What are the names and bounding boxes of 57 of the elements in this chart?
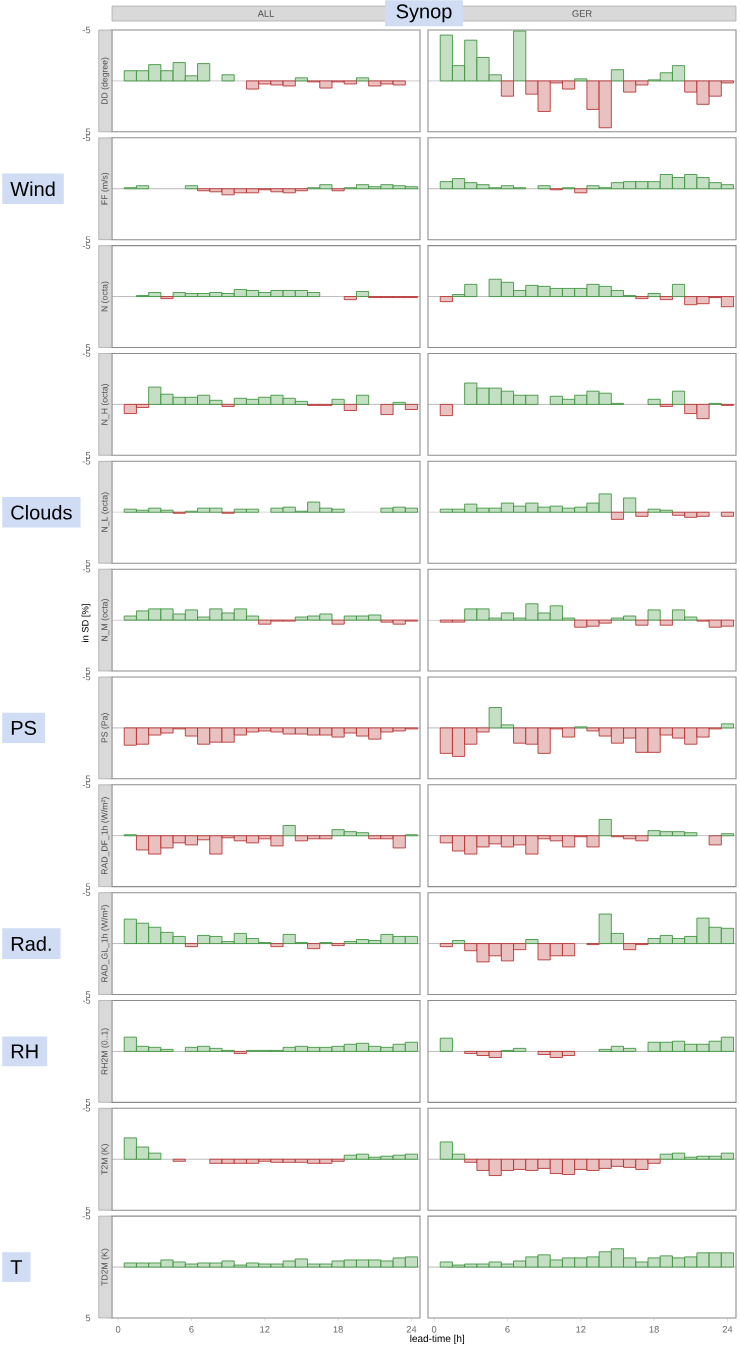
y-tick-label: 5 bbox=[85, 883, 91, 890]
y-tick-label: 5 bbox=[85, 1206, 91, 1214]
y-axis-title: N_M (octa) bbox=[101, 599, 110, 641]
x-tick-label: 0 bbox=[115, 1326, 121, 1333]
x-tick-label: 12 bbox=[576, 1326, 586, 1333]
text: in SD [%] bbox=[81, 604, 91, 642]
y-axis-title: FF (m/s) bbox=[101, 172, 110, 205]
y-tick-label: -5 bbox=[82, 26, 91, 34]
y-tick-label: 5 bbox=[85, 452, 91, 459]
y-tick-label: 5 bbox=[85, 559, 91, 567]
y-axis-title: RH2M (0..1) bbox=[101, 1028, 110, 1075]
y-tick-label: 5 bbox=[85, 991, 91, 998]
text: Synop bbox=[396, 4, 452, 23]
y-tick-label: -5 bbox=[82, 997, 91, 1004]
y-axis-title: T2M (K) bbox=[101, 1144, 110, 1175]
y-tick-label: -5 bbox=[82, 889, 91, 896]
y-tick-label: 5 bbox=[85, 1099, 91, 1106]
y-tick-label: -5 bbox=[82, 350, 91, 357]
y-axis-title: N_L (octa) bbox=[101, 492, 110, 532]
x-tick-label: 6 bbox=[505, 1326, 510, 1333]
y-tick-label: 5 bbox=[85, 236, 91, 243]
y-tick-label: 5 bbox=[85, 128, 91, 136]
text: Clouds bbox=[11, 504, 72, 520]
text: Wind bbox=[10, 181, 55, 197]
y-tick-label: -5 bbox=[82, 1105, 91, 1112]
text: T bbox=[10, 1260, 23, 1274]
y-tick-label: -5 bbox=[82, 781, 91, 789]
y-tick-label: -5 bbox=[82, 565, 91, 573]
x-tick-label: 18 bbox=[333, 1326, 343, 1333]
y-tick-label: -5 bbox=[82, 673, 91, 681]
y-tick-label: 5 bbox=[85, 775, 91, 783]
chart-title: GER bbox=[572, 10, 592, 17]
y-tick-label: -5 bbox=[82, 1212, 91, 1220]
y-axis-title: RAD_DF_1h (W/m²) bbox=[101, 797, 110, 875]
x-tick-label: 18 bbox=[649, 1326, 659, 1333]
chart-title: ALL bbox=[257, 10, 274, 17]
y-axis-title: DD (degree) bbox=[101, 57, 110, 105]
x-tick-label: 24 bbox=[406, 1326, 417, 1333]
y-tick-label: 5 bbox=[85, 667, 91, 675]
x-tick-label: 24 bbox=[722, 1326, 733, 1333]
x-tick-label: 0 bbox=[431, 1326, 437, 1333]
y-axis-title: N (octa) bbox=[101, 281, 110, 312]
y-axis-title: TD2M (K) bbox=[101, 1248, 110, 1286]
text: Rad. bbox=[11, 936, 51, 951]
text: PS bbox=[11, 720, 37, 735]
y-tick-label: -5 bbox=[82, 458, 91, 465]
x-axis-title: lead-time [h] bbox=[410, 1334, 465, 1345]
text: RH bbox=[11, 1044, 38, 1059]
y-tick-label: 5 bbox=[85, 1314, 91, 1322]
x-tick-label: 6 bbox=[189, 1326, 194, 1333]
y-axis-title: RAD_GL_1h (W/m²) bbox=[101, 905, 110, 982]
y-tick-label: -5 bbox=[82, 134, 91, 142]
y-tick-label: 5 bbox=[85, 344, 91, 351]
x-tick-label: 12 bbox=[260, 1326, 270, 1333]
y-tick-label: -5 bbox=[82, 242, 91, 249]
y-axis-title: N_H (octa) bbox=[101, 384, 110, 425]
y-axis-title: PS (Pa) bbox=[101, 713, 110, 743]
